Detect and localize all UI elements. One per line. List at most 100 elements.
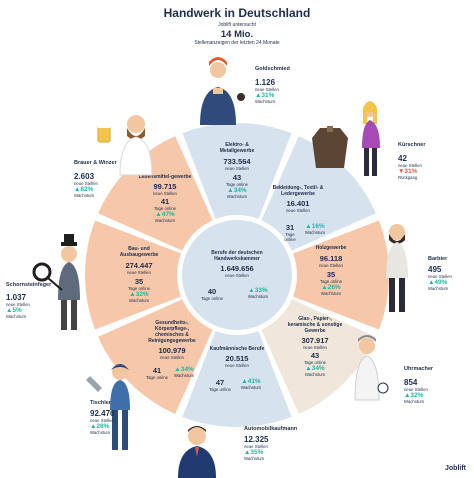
segment-6: Bau- und Ausbaugewerbe 274.447 neue Stel… xyxy=(110,246,168,303)
job-growth-label: Wachstum xyxy=(255,99,276,104)
job-growth-label: Wachstum xyxy=(244,456,265,461)
segment-growth-label: Wachstum xyxy=(304,230,326,235)
job-name: Barbier xyxy=(428,256,448,262)
segment-name: Elektro- & Metallgewerbe xyxy=(219,142,255,154)
segment-days: 35 xyxy=(134,277,144,286)
center-days-label: Tage online xyxy=(201,296,223,301)
job-count: 854 xyxy=(404,378,418,387)
segment-days: 43 xyxy=(232,173,242,182)
job-growth: ▲49% xyxy=(428,279,448,286)
segment-growth-label: Wachstum xyxy=(173,373,195,378)
segment-2: Holzgewerbe 96.118 neue Stellen 35 Tage … xyxy=(302,245,360,296)
segment-jobs-label: neue Stellen xyxy=(153,191,177,196)
segment-growth: ▲34% xyxy=(174,366,194,373)
center-block: Berufe der deutschen Handwerkskammer 1.6… xyxy=(192,250,282,278)
job-count-label: neue Stellen xyxy=(90,418,114,423)
job-growth: ▲32% xyxy=(404,392,424,399)
segment-jobs: 20.515 xyxy=(225,354,249,363)
subtitle-count: 14 Mio. xyxy=(220,29,254,40)
segment-days-label: Tage online xyxy=(146,375,168,380)
job-chimney-sweep: Schornsteinfeger 1.037 neue Stellen ▲5% … xyxy=(6,282,66,319)
segment-jobs-label: neue Stellen xyxy=(286,208,310,213)
job-growth-label: Wachstum xyxy=(404,399,425,404)
chimney-sweep-illustration xyxy=(32,234,80,330)
watchmaker-illustration xyxy=(354,335,389,401)
segment-growth: ▲41% xyxy=(241,378,261,385)
segment-3: Glas-, Papier-, keramische & sonstige Ge… xyxy=(284,316,346,377)
segment-5-days: 41 Tage online xyxy=(146,366,168,380)
job-name: Uhrmacher xyxy=(404,366,434,372)
job-count-label: neue Stellen xyxy=(6,302,30,307)
job-name: Automobilkaufmann xyxy=(244,426,298,432)
goldsmith-illustration xyxy=(200,57,245,125)
job-name: Goldschmied xyxy=(255,66,290,72)
brewer-illustration xyxy=(97,115,153,176)
job-name: Kürschner xyxy=(398,142,426,148)
segment-name: Holzgewerbe xyxy=(315,245,347,251)
job-barber: Barbier 495 neue Stellen ▲49% Wachstum xyxy=(428,256,472,291)
segment-days-label: Tage online xyxy=(154,206,176,211)
job-growth-label: Wachstum xyxy=(90,430,111,435)
center-growth-block: ▲33% Wachstum xyxy=(238,287,278,299)
job-count-label: neue Stellen xyxy=(404,387,428,392)
segment-days-label: Tage online xyxy=(128,286,150,291)
segment-days-label: Tage online xyxy=(226,182,248,187)
center-jobs: 1.649.656 xyxy=(220,264,254,273)
segment-growth: ▲26% xyxy=(321,284,341,291)
segment-0: Elektro- & Metallgewerbe 733.564 neue St… xyxy=(208,142,266,199)
segment-name: Bau- und Ausbaugewerbe xyxy=(119,246,159,258)
segment-name: Gesundheits-, Körperpflege-, chemisches … xyxy=(148,320,196,344)
ring-segment-5 xyxy=(98,299,213,414)
job-carpenter: Tischler 92.476 neue Stellen ▲28% Wachst… xyxy=(90,400,140,435)
segment-days-label: Tage online xyxy=(284,232,296,242)
segment-days: 31 xyxy=(285,223,295,232)
segment-1-days: 31 Tage online xyxy=(280,223,300,242)
segment-1: Bekleidung-, Textil- & Ledergewerbe 16.4… xyxy=(272,185,324,213)
job-growth-label: Wachstum xyxy=(74,193,95,198)
segment-days: 41 xyxy=(152,366,162,375)
segment-growth-label: Wachstum xyxy=(154,218,176,223)
job-growth: ▲28% xyxy=(90,423,110,430)
job-count: 92.476 xyxy=(90,409,115,418)
segment-jobs-label: neue Stellen xyxy=(160,355,184,360)
segment-growth-label: Wachstum xyxy=(128,298,150,303)
job-furrier: Kürschner 42 neue Stellen ▼31% Rückgang xyxy=(398,142,458,180)
job-watchmaker: Uhrmacher 854 neue Stellen ▲32% Wachstum xyxy=(404,366,464,404)
segment-name: Kaufmännische Berufe xyxy=(209,346,265,352)
job-growth: ▲82% xyxy=(74,186,94,193)
ring-segment-3 xyxy=(261,299,376,414)
segment-jobs-label: neue Stellen xyxy=(319,263,343,268)
job-name: Tischler xyxy=(90,400,111,406)
segment-name: Glas-, Papier-, keramische & sonstige Ge… xyxy=(287,316,343,334)
job-goldsmith: Goldschmied 1.126 neue Stellen ▲31% Wach… xyxy=(255,66,315,104)
segment-5: Gesundheits-, Körperpflege-, chemisches … xyxy=(140,320,204,360)
segment-name: Lebensmittel-gewerbe xyxy=(138,174,192,180)
ring-segment-4 xyxy=(182,331,292,428)
segment-jobs: 96.118 xyxy=(319,254,343,263)
segment-5-growth: ▲34% Wachstum xyxy=(170,366,198,378)
car-dealer-illustration xyxy=(178,426,216,478)
job-count: 42 xyxy=(398,154,407,163)
center-days: 40 xyxy=(207,287,217,296)
job-count-label: neue Stellen xyxy=(398,163,422,168)
segment-jobs: 16.401 xyxy=(286,199,310,208)
segment-growth: ▲32% xyxy=(129,291,149,298)
segment-jobs: 733.564 xyxy=(223,157,251,166)
job-car-dealer: Automobilkaufmann 12.325 neue Stellen ▲3… xyxy=(244,426,324,461)
job-growth-label: Wachstum xyxy=(428,286,449,291)
segment-4-days: 47 Tage online xyxy=(208,378,232,392)
job-count-label: neue Stellen xyxy=(244,444,268,449)
job-count: 12.325 xyxy=(244,435,269,444)
center-growth-label: Wachstum xyxy=(247,294,269,299)
job-count-label: neue Stellen xyxy=(255,87,279,92)
brand-logo: Joblift xyxy=(445,465,466,472)
segment-days-label: Tage online xyxy=(304,360,326,365)
segment-jobs-label: neue Stellen xyxy=(225,166,249,171)
segment-days: 47 xyxy=(215,378,225,387)
job-count: 495 xyxy=(428,265,442,274)
carpenter-illustration xyxy=(86,364,130,450)
page-title: Handwerk in Deutschland xyxy=(163,6,311,20)
job-growth: ▲31% xyxy=(255,92,275,99)
